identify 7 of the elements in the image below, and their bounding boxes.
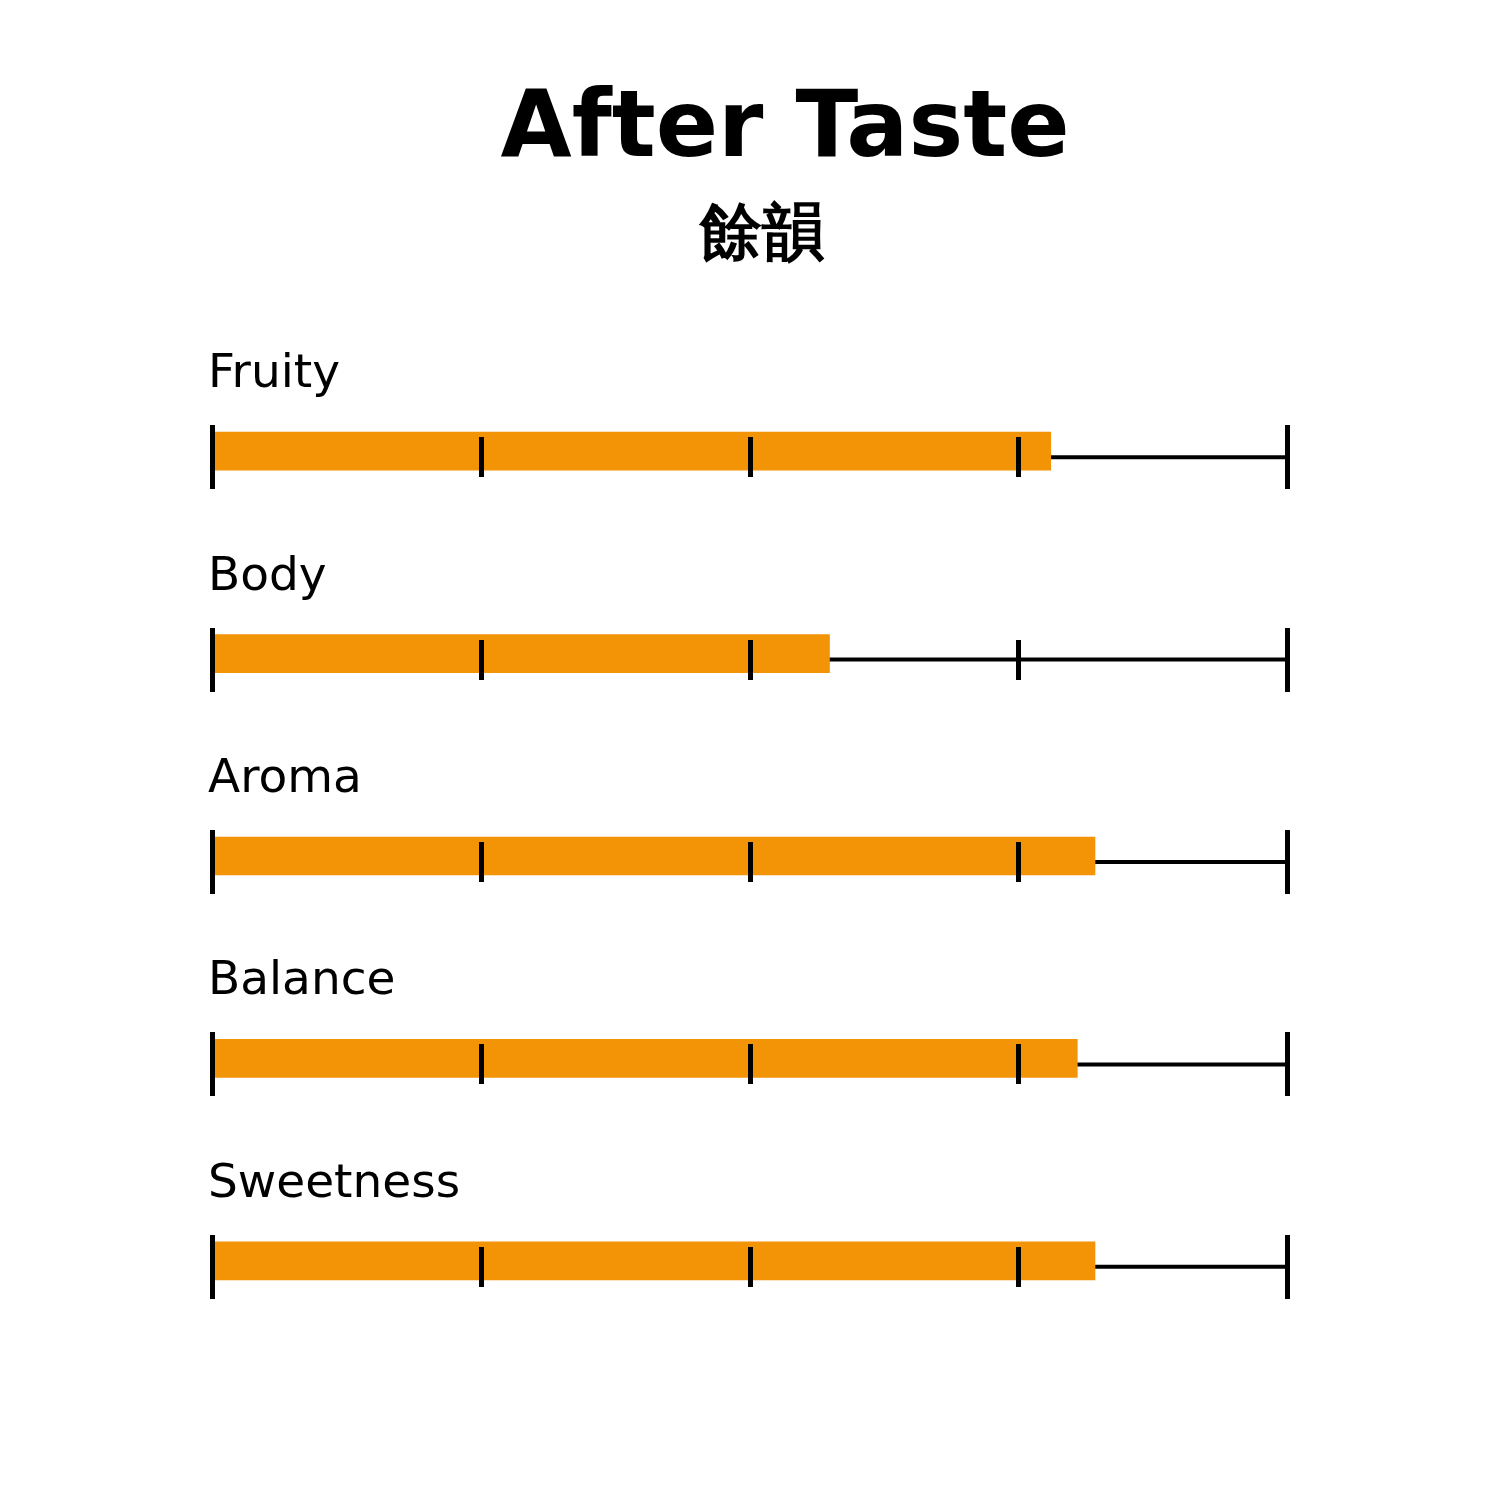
y-tick-label: Body [208,545,327,601]
chart-title: After Taste [500,71,1070,178]
y-tick-label: Sweetness [208,1152,461,1208]
y-tick-label: Fruity [208,343,341,399]
y-tick-label: Aroma [208,748,362,803]
y-tick-label: Balance [208,950,396,1006]
chart-subtitle: 餘韻 [698,195,825,269]
